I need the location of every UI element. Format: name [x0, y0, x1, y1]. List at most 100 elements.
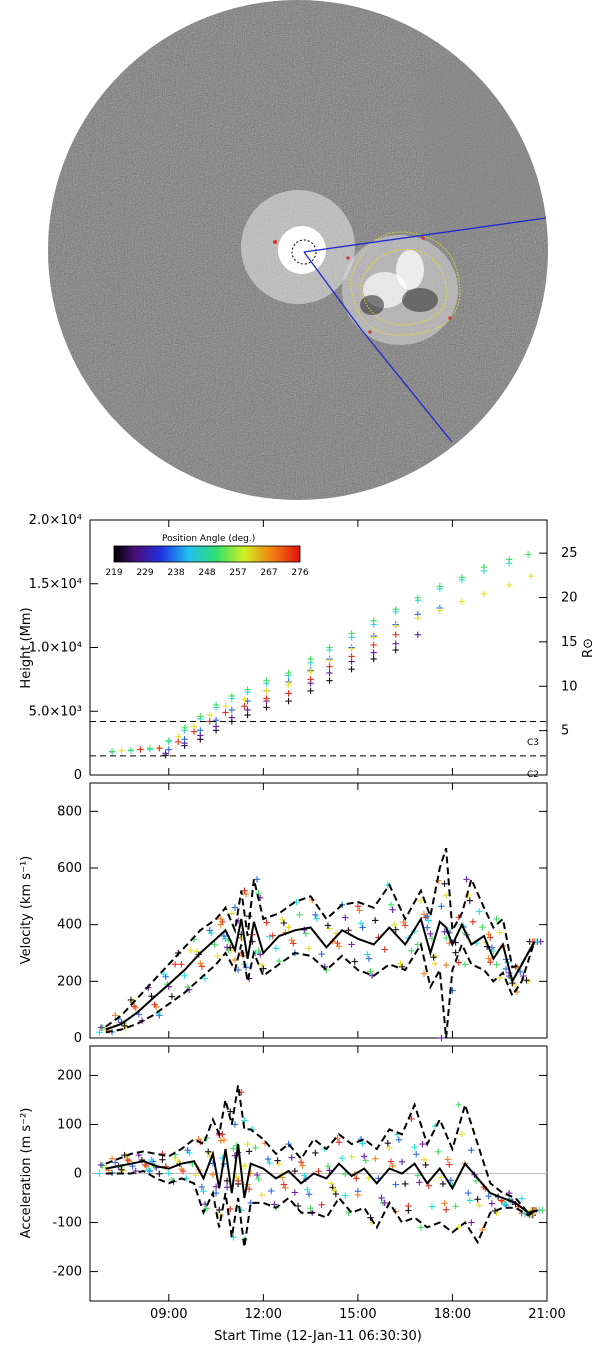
height-y2-tick-label: 25	[561, 546, 578, 561]
scatter-point	[326, 925, 333, 932]
scatter-point	[160, 971, 168, 978]
scatter-point	[312, 911, 319, 919]
scatter-point	[294, 1202, 302, 1210]
height-y-tick-label: 1.0×10⁴	[29, 641, 82, 656]
scatter-point	[231, 904, 239, 911]
scatter-point	[441, 880, 448, 887]
scatter-point	[297, 1158, 305, 1166]
scatter-point	[184, 1147, 191, 1154]
height-point	[212, 701, 220, 709]
height-point	[524, 551, 532, 558]
height-point	[222, 702, 229, 710]
height-point	[263, 695, 270, 702]
scatter-point	[392, 1181, 399, 1188]
velocity-panel: 0 200 400 600 800 Velocity (km s⁻¹)	[19, 782, 548, 1046]
scatter-point	[452, 1203, 459, 1210]
scatter-point	[123, 1153, 130, 1160]
envelope-line	[105, 847, 536, 1028]
scatter-point	[285, 924, 292, 931]
colorbar: Position Angle (deg.) 219 229 238 248 257 267…	[105, 534, 308, 578]
scatter-point	[364, 951, 371, 958]
height-point	[181, 724, 188, 732]
scatter-point	[331, 1186, 338, 1194]
velocity-scatter	[96, 876, 544, 1042]
scatter-point	[256, 951, 264, 958]
height-point	[326, 677, 333, 684]
scatter-point	[425, 1182, 433, 1189]
y-tick-label: 0	[74, 1031, 82, 1046]
scatter-point	[245, 1148, 253, 1155]
scatter-point	[214, 952, 221, 960]
scatter-point	[424, 912, 431, 920]
height-panel: 0 5.0×10³ 1.0×10⁴ 1.5×10⁴ 2.0×10⁴ 5 10 15 20 25 C…	[19, 513, 596, 783]
scatter-point	[318, 950, 325, 958]
height-point	[212, 723, 220, 730]
scatter-point	[351, 958, 358, 965]
height-point	[414, 631, 421, 638]
scatter-point	[474, 1196, 481, 1203]
scatter-point	[217, 915, 224, 923]
y-tick-label: -200	[52, 1265, 82, 1280]
height-point	[392, 640, 399, 647]
scatter-point	[476, 1202, 483, 1209]
scatter-point	[242, 890, 250, 898]
scatter-point	[401, 1180, 409, 1188]
height-y2-label: R⊙	[581, 638, 596, 658]
scatter-point	[442, 892, 450, 899]
scatter-point	[118, 1166, 125, 1174]
scatter-point	[372, 917, 379, 924]
scatter-point	[442, 961, 450, 969]
y-tick-label: 0	[74, 1167, 82, 1182]
height-point	[348, 630, 355, 637]
mean-line	[105, 916, 536, 1031]
height-y-tick-label: 0	[74, 768, 82, 783]
scatter-point	[178, 961, 185, 968]
scatter-point	[149, 1158, 157, 1165]
y-tick-label: 100	[57, 1117, 82, 1132]
cme-region	[273, 231, 461, 345]
scatter-point	[266, 1159, 273, 1167]
scatter-point	[258, 961, 265, 969]
height-point	[307, 655, 314, 663]
scatter-point	[401, 922, 409, 929]
height-y2-tick-label: 5	[561, 724, 569, 739]
scatter-point	[387, 1158, 395, 1165]
scatter-point	[518, 1195, 525, 1202]
scatter-point	[493, 961, 500, 968]
scatter-point	[466, 897, 473, 904]
scatter-point	[146, 1167, 154, 1175]
height-point	[370, 641, 377, 649]
scatter-point	[132, 1167, 139, 1175]
scatter-point	[291, 1167, 299, 1175]
scatter-point	[405, 1207, 412, 1214]
velocity-y-label: Velocity (km s⁻¹)	[19, 856, 34, 964]
scatter-point	[496, 929, 503, 936]
scatter-point	[458, 1131, 466, 1138]
scatter-point	[397, 960, 404, 967]
scatter-point	[455, 1223, 462, 1231]
scatter-point	[223, 1184, 231, 1191]
scatter-point	[121, 1022, 128, 1030]
scatter-point	[324, 1162, 332, 1170]
scatter-point	[413, 1150, 420, 1158]
scatter-point	[389, 906, 396, 913]
height-point	[181, 736, 188, 743]
scatter-point	[211, 941, 218, 948]
scatter-point	[472, 1177, 480, 1185]
scatter-point	[447, 1177, 455, 1184]
y-tick-label: 200	[57, 974, 82, 989]
scatter-point	[227, 944, 234, 951]
scatter-point	[230, 1234, 237, 1241]
scatter-point	[354, 1191, 362, 1199]
height-point	[165, 737, 172, 744]
scatter-point	[220, 1136, 228, 1144]
height-point	[307, 668, 314, 675]
height-point	[118, 747, 125, 754]
scatter-point	[241, 1162, 248, 1170]
scatter-point	[539, 1207, 546, 1214]
scatter-point	[357, 920, 365, 927]
height-point	[228, 692, 236, 700]
scatter-point	[416, 1179, 423, 1186]
scatter-point	[274, 1157, 281, 1164]
scatter-point	[255, 947, 262, 955]
